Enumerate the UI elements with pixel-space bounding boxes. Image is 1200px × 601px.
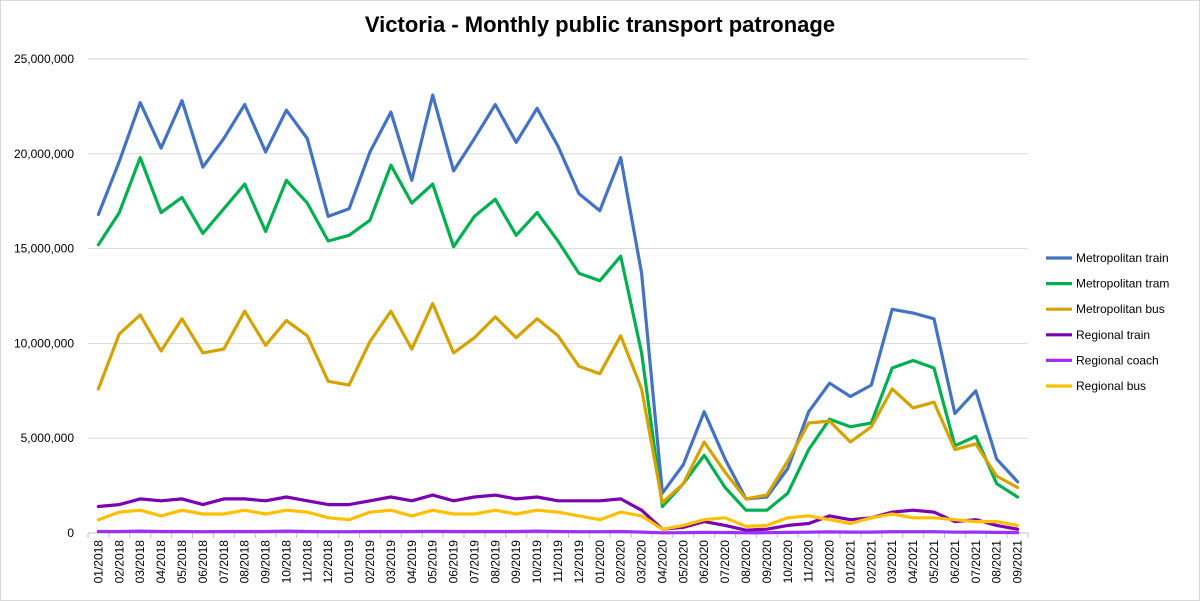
x-tick-label: 08/2021	[990, 540, 1004, 584]
x-tick-label: 04/2018	[154, 540, 168, 584]
legend-label: Regional train	[1076, 328, 1150, 342]
x-tick-label: 03/2021	[885, 540, 899, 584]
x-tick-label: 02/2019	[363, 540, 377, 584]
x-tick-label: 07/2019	[467, 540, 481, 584]
x-tick-label: 06/2019	[447, 540, 461, 584]
x-tick-label: 06/2021	[948, 540, 962, 584]
x-tick-label: 04/2021	[906, 540, 920, 584]
x-tick-label: 08/2019	[488, 540, 502, 584]
x-tick-label: 05/2020	[676, 540, 690, 584]
legend-label: Regional bus	[1076, 379, 1146, 393]
x-tick-label: 09/2021	[1011, 540, 1025, 584]
x-tick-label: 03/2019	[384, 540, 398, 584]
x-tick-label: 08/2018	[238, 540, 252, 584]
x-tick-label: 02/2018	[112, 540, 126, 584]
series-line	[96, 529, 1020, 535]
legend-label: Regional coach	[1076, 353, 1159, 367]
series-lines	[96, 93, 1020, 535]
y-tick-label: 20,000,000	[14, 147, 74, 161]
x-tick-label: 07/2018	[217, 540, 231, 584]
gridlines	[88, 58, 1028, 534]
legend-label: Metropolitan tram	[1076, 277, 1169, 291]
legend-label: Metropolitan bus	[1076, 302, 1165, 316]
x-tick-label: 03/2018	[133, 540, 147, 584]
x-tick-label: 10/2018	[279, 540, 293, 584]
legend: Metropolitan train Metropolitan tram Metro…	[1046, 251, 1169, 393]
legend-label: Metropolitan train	[1076, 251, 1169, 265]
x-tick-label: 06/2020	[697, 540, 711, 584]
x-tick-label: 06/2018	[196, 540, 210, 584]
x-tick-label: 10/2020	[781, 540, 795, 584]
x-axis-ticks: 01/2018 02/2018 03/2018 04/2018 05/2018 06/20…	[87, 533, 1029, 584]
x-tick-label: 02/2021	[864, 540, 878, 584]
x-tick-label: 12/2020	[823, 540, 837, 584]
x-tick-label: 07/2021	[969, 540, 983, 584]
y-tick-label: 15,000,000	[14, 242, 74, 256]
x-tick-label: 04/2020	[655, 540, 669, 584]
x-tick-label: 07/2020	[718, 540, 732, 584]
y-axis-ticks: 0 5,000,000 10,000,000 15,000,000 20,000,000…	[14, 52, 74, 540]
x-tick-label: 01/2018	[91, 540, 105, 584]
x-tick-label: 11/2019	[551, 540, 565, 583]
x-tick-label: 01/2020	[593, 540, 607, 584]
series-line	[96, 156, 1020, 512]
x-tick-label: 05/2019	[426, 540, 440, 584]
x-tick-label: 10/2019	[530, 540, 544, 584]
x-tick-label: 03/2020	[635, 540, 649, 584]
x-tick-label: 09/2020	[760, 540, 774, 584]
x-tick-label: 12/2019	[572, 540, 586, 584]
x-tick-label: 05/2021	[927, 540, 941, 584]
x-tick-label: 11/2018	[300, 540, 314, 583]
series-line	[96, 508, 1020, 531]
x-tick-label: 04/2019	[405, 540, 419, 584]
series-line	[96, 302, 1020, 505]
x-tick-label: 11/2020	[802, 540, 816, 583]
x-tick-label: 05/2018	[175, 540, 189, 584]
x-tick-label: 09/2019	[509, 540, 523, 584]
y-tick-label: 10,000,000	[14, 336, 74, 350]
x-tick-label: 09/2018	[259, 540, 273, 584]
x-tick-label: 02/2020	[614, 540, 628, 584]
y-tick-label: 25,000,000	[14, 52, 74, 66]
y-tick-label: 0	[67, 526, 74, 540]
chart-title: Victoria - Monthly public transport patr…	[364, 12, 836, 37]
x-tick-label: 12/2018	[321, 540, 335, 584]
y-tick-label: 5,000,000	[21, 431, 75, 445]
series-line	[96, 93, 1020, 501]
x-tick-label: 08/2020	[739, 540, 753, 584]
x-tick-label: 01/2019	[342, 540, 356, 584]
x-tick-label: 01/2021	[843, 540, 857, 584]
